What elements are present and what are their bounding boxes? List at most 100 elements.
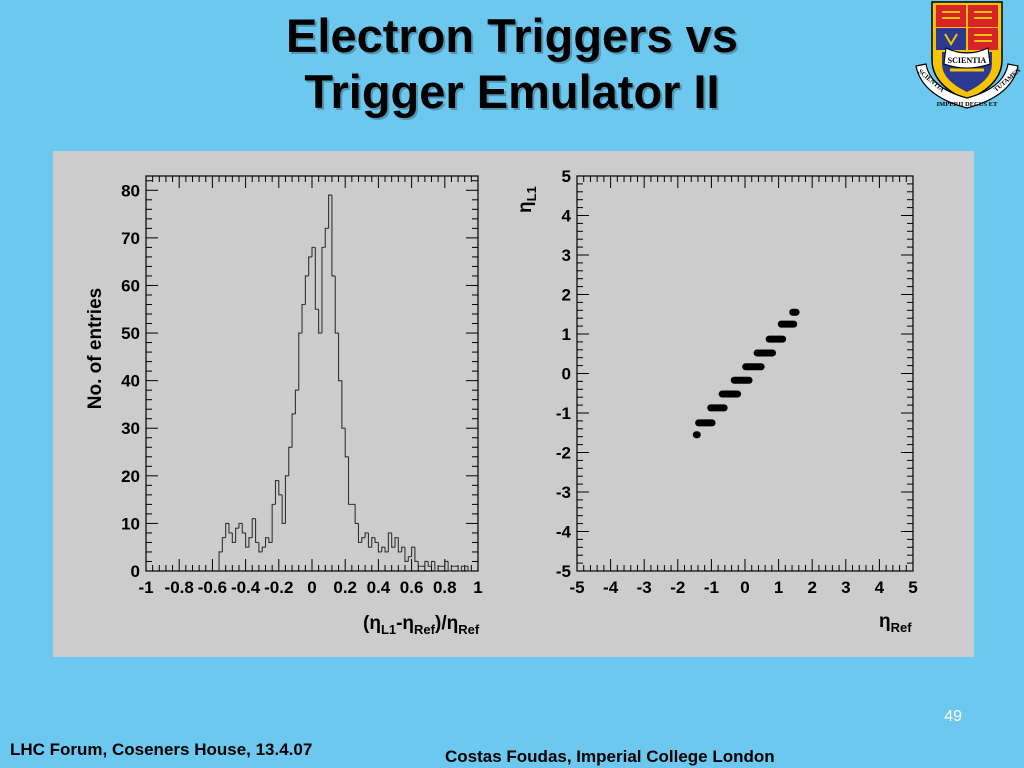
histogram-bin xyxy=(328,194,332,229)
histogram-bin xyxy=(417,561,422,567)
histogram-bin xyxy=(387,532,392,552)
histogram-bin xyxy=(414,547,419,563)
scatter-x-tick-label: -2 xyxy=(670,578,685,597)
histogram-bin xyxy=(314,247,319,310)
histogram-bin xyxy=(334,275,339,334)
histogram-bin xyxy=(221,537,226,552)
histogram-bin xyxy=(284,475,289,524)
histogram-y-tick-label: 70 xyxy=(121,229,140,248)
histogram-x-tick-label: 0 xyxy=(307,578,316,597)
slide-title: Electron Triggers vs Trigger Emulator II xyxy=(0,8,1024,120)
histogram-bin xyxy=(248,537,253,548)
histogram-bin xyxy=(384,547,389,553)
histogram-bin xyxy=(304,275,309,305)
histogram-x-tick-label: 1 xyxy=(473,578,482,597)
footer-left: LHC Forum, Coseners House, 13.4.07 xyxy=(10,740,313,759)
histogram-bin xyxy=(367,532,372,548)
histogram-bin xyxy=(341,380,346,429)
histogram-x-tick-label: -0.6 xyxy=(198,578,227,597)
histogram-bin xyxy=(391,532,395,548)
histogram-y-tick-label: 30 xyxy=(121,419,140,438)
histogram-bin xyxy=(444,560,449,567)
histogram-bin xyxy=(404,547,409,563)
histogram-bin xyxy=(238,522,243,529)
histogram-bin xyxy=(321,246,326,334)
title-line-1: Electron Triggers vs xyxy=(286,9,738,62)
histogram-bin xyxy=(397,537,402,553)
scatter-x-tick-label: -3 xyxy=(637,578,652,597)
histogram-bin xyxy=(301,303,306,334)
histogram-bin xyxy=(258,542,263,553)
histogram-bin xyxy=(430,560,435,567)
histogram-bin xyxy=(437,565,442,571)
scatter-y-tick-label: 4 xyxy=(562,207,572,226)
histogram-x-tick-label: 0.4 xyxy=(367,578,391,597)
histogram-y-tick-label: 20 xyxy=(121,467,140,486)
histogram-x-tick-label: 0.2 xyxy=(333,578,357,597)
histogram-bin xyxy=(218,551,223,571)
histogram-bin xyxy=(447,561,452,572)
page-number: 49 xyxy=(944,708,962,725)
scatter-y-tick-label: -2 xyxy=(556,444,571,463)
charts-svg: -1 -0.8 -0.6 -0.4 -0.2 0 0.2 0.4 0.6 0.8 101020304… xyxy=(85,167,918,637)
scatter-x-tick-label: 2 xyxy=(807,578,816,597)
histogram-bin xyxy=(347,456,352,505)
histogram-bin xyxy=(411,546,415,557)
scatter-x-tick-label: -5 xyxy=(569,578,584,597)
histogram-bin xyxy=(298,332,303,391)
histogram-bin xyxy=(278,480,283,496)
histogram-x-tick-label: 0.8 xyxy=(433,578,457,597)
histogram-bin xyxy=(228,523,233,534)
histogram-bin xyxy=(407,556,412,562)
histogram-bin xyxy=(271,503,276,543)
histogram-bin xyxy=(291,413,296,448)
histogram-x-tick-label: -0.4 xyxy=(231,578,261,597)
histogram-bin xyxy=(377,542,382,553)
crest-ribbon-text: SCIENTIA xyxy=(948,56,987,65)
histogram-bin xyxy=(357,523,362,543)
histogram-bin xyxy=(288,446,293,476)
histogram-x-tick-label: -0.8 xyxy=(165,578,194,597)
histogram-bin xyxy=(331,195,336,277)
scatter-y-axis-label: ηL1 xyxy=(515,186,539,213)
scatter-y-tick-label: -5 xyxy=(556,562,571,581)
histogram-x-axis-label: (ηL1-ηRef)/ηRef xyxy=(363,613,480,637)
histogram-bin xyxy=(338,333,342,382)
histogram-bin xyxy=(361,537,366,543)
histogram-y-tick-label: 50 xyxy=(121,324,140,343)
histogram-bin xyxy=(427,561,432,567)
histogram-bin xyxy=(264,537,269,548)
scatter-x-tick-label: 4 xyxy=(875,578,885,597)
histogram-y-axis-label: No. of entries xyxy=(85,288,106,409)
histogram-bin xyxy=(225,522,229,538)
histogram-bin xyxy=(457,566,462,572)
histogram-bin xyxy=(235,527,239,543)
histogram-y-tick-label: 80 xyxy=(121,181,140,200)
plot-panel: -1 -0.8 -0.6 -0.4 -0.2 0 0.2 0.4 0.6 0.8 1 0 10 20 30 4… xyxy=(53,151,974,657)
histogram-chart: -1 -0.8 -0.6 -0.4 -0.2 0 0.2 0.4 0.6 0.8 101020304… xyxy=(85,175,483,597)
histogram-bin xyxy=(311,246,316,257)
histogram-bin xyxy=(268,537,273,543)
histogram-frame xyxy=(145,175,479,572)
histogram-x-tick-label: 0.6 xyxy=(400,578,424,597)
histogram-bin xyxy=(241,523,246,534)
histogram-bin xyxy=(381,546,386,552)
scatter-x-tick-label: 0 xyxy=(740,578,749,597)
histogram-bin xyxy=(255,518,259,543)
histogram-bin xyxy=(308,256,312,276)
scatter-y-tick-label: 5 xyxy=(562,167,571,186)
scatter-chart: -5 -4 -3 -2 -1 0 1 2 3 4 5 -5 -4 -3 -2 -1 0 1 2 3 4 5 xyxy=(556,167,918,597)
histogram-x-tick-label: -0.2 xyxy=(264,578,293,597)
histogram-bin xyxy=(231,532,236,543)
histogram-bin xyxy=(434,561,439,572)
histogram-bin xyxy=(324,227,329,248)
scatter-y-tick-label: 3 xyxy=(562,246,571,265)
histogram-bin xyxy=(294,389,299,414)
scatter-y-tick-label: -4 xyxy=(556,523,572,542)
histogram-bin xyxy=(245,532,249,548)
scatter-frame xyxy=(576,175,914,572)
histogram-bin xyxy=(394,537,399,548)
scatter-y-tick-label: 0 xyxy=(562,365,571,384)
histogram-y-tick-label: 10 xyxy=(121,514,140,533)
scatter-y-tick-label: 1 xyxy=(562,325,571,344)
